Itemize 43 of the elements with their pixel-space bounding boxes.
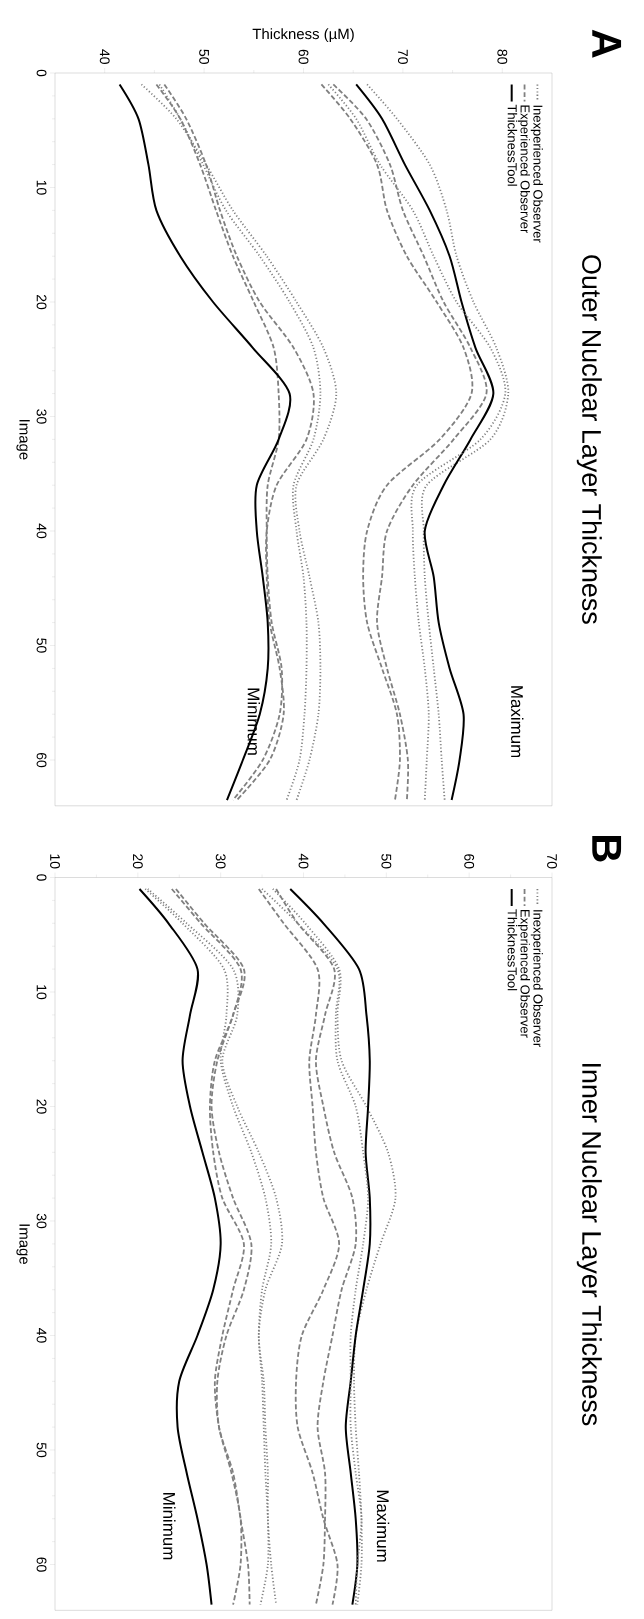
y-tick-label: 0 — [36, 69, 47, 77]
legend-label: Inexperienced Observer — [530, 910, 543, 1047]
y-axis-title: Image — [16, 420, 30, 460]
x-tick-label: 60 — [464, 854, 475, 869]
y-axis-title: Image — [16, 1224, 30, 1265]
text: Inner Nuclear Layer Thickness — [576, 1064, 602, 1426]
legend-label: ThicknessTool — [507, 909, 518, 991]
y-tick-label: 20 — [36, 1099, 47, 1114]
text: B — [592, 835, 622, 862]
legend-label: ThicknessTool — [507, 104, 518, 186]
legend-label: Inexperienced Observer — [530, 105, 543, 243]
annotation: Maximum — [510, 686, 524, 758]
y-tick-label: 60 — [36, 752, 47, 768]
x-tick-label: 10 — [50, 854, 60, 869]
annotation: Maximum — [376, 1490, 390, 1562]
y-tick-label: 60 — [36, 1557, 47, 1572]
y-tick-label: 10 — [36, 180, 47, 195]
y-tick-label: 10 — [36, 985, 47, 1000]
x-tick-label: 70 — [547, 854, 557, 869]
x-axis-title: Thickness (µM) — [252, 28, 354, 43]
x-tick-label: 60 — [298, 49, 309, 64]
y-tick-label: 50 — [36, 1442, 47, 1458]
annotation: Minimum — [247, 688, 261, 755]
y-tick-label: 0 — [36, 874, 47, 881]
x-tick-label: 30 — [215, 854, 226, 869]
y-tick-label: 30 — [36, 1213, 47, 1229]
x-tick-label: 50 — [199, 49, 210, 64]
y-tick-label: 50 — [36, 638, 47, 653]
x-tick-label: 40 — [99, 49, 110, 64]
annotation: Minimum — [163, 1493, 176, 1560]
legend-label: Experienced Observer — [517, 910, 530, 1038]
y-tick-label: 30 — [36, 409, 47, 424]
legend-label: Experienced Observer — [517, 105, 530, 234]
x-tick-label: 50 — [381, 854, 392, 869]
x-tick-label: 70 — [397, 49, 408, 64]
y-tick-label: 40 — [36, 523, 47, 539]
text: A — [592, 29, 622, 58]
y-tick-label: 20 — [36, 294, 47, 310]
y-tick-label: 40 — [36, 1328, 47, 1343]
x-tick-label: 40 — [298, 853, 309, 869]
x-tick-label: 20 — [132, 854, 143, 869]
x-tick-label: 80 — [497, 49, 508, 64]
text: Outer Nuclear Layer Thickness — [576, 255, 602, 624]
